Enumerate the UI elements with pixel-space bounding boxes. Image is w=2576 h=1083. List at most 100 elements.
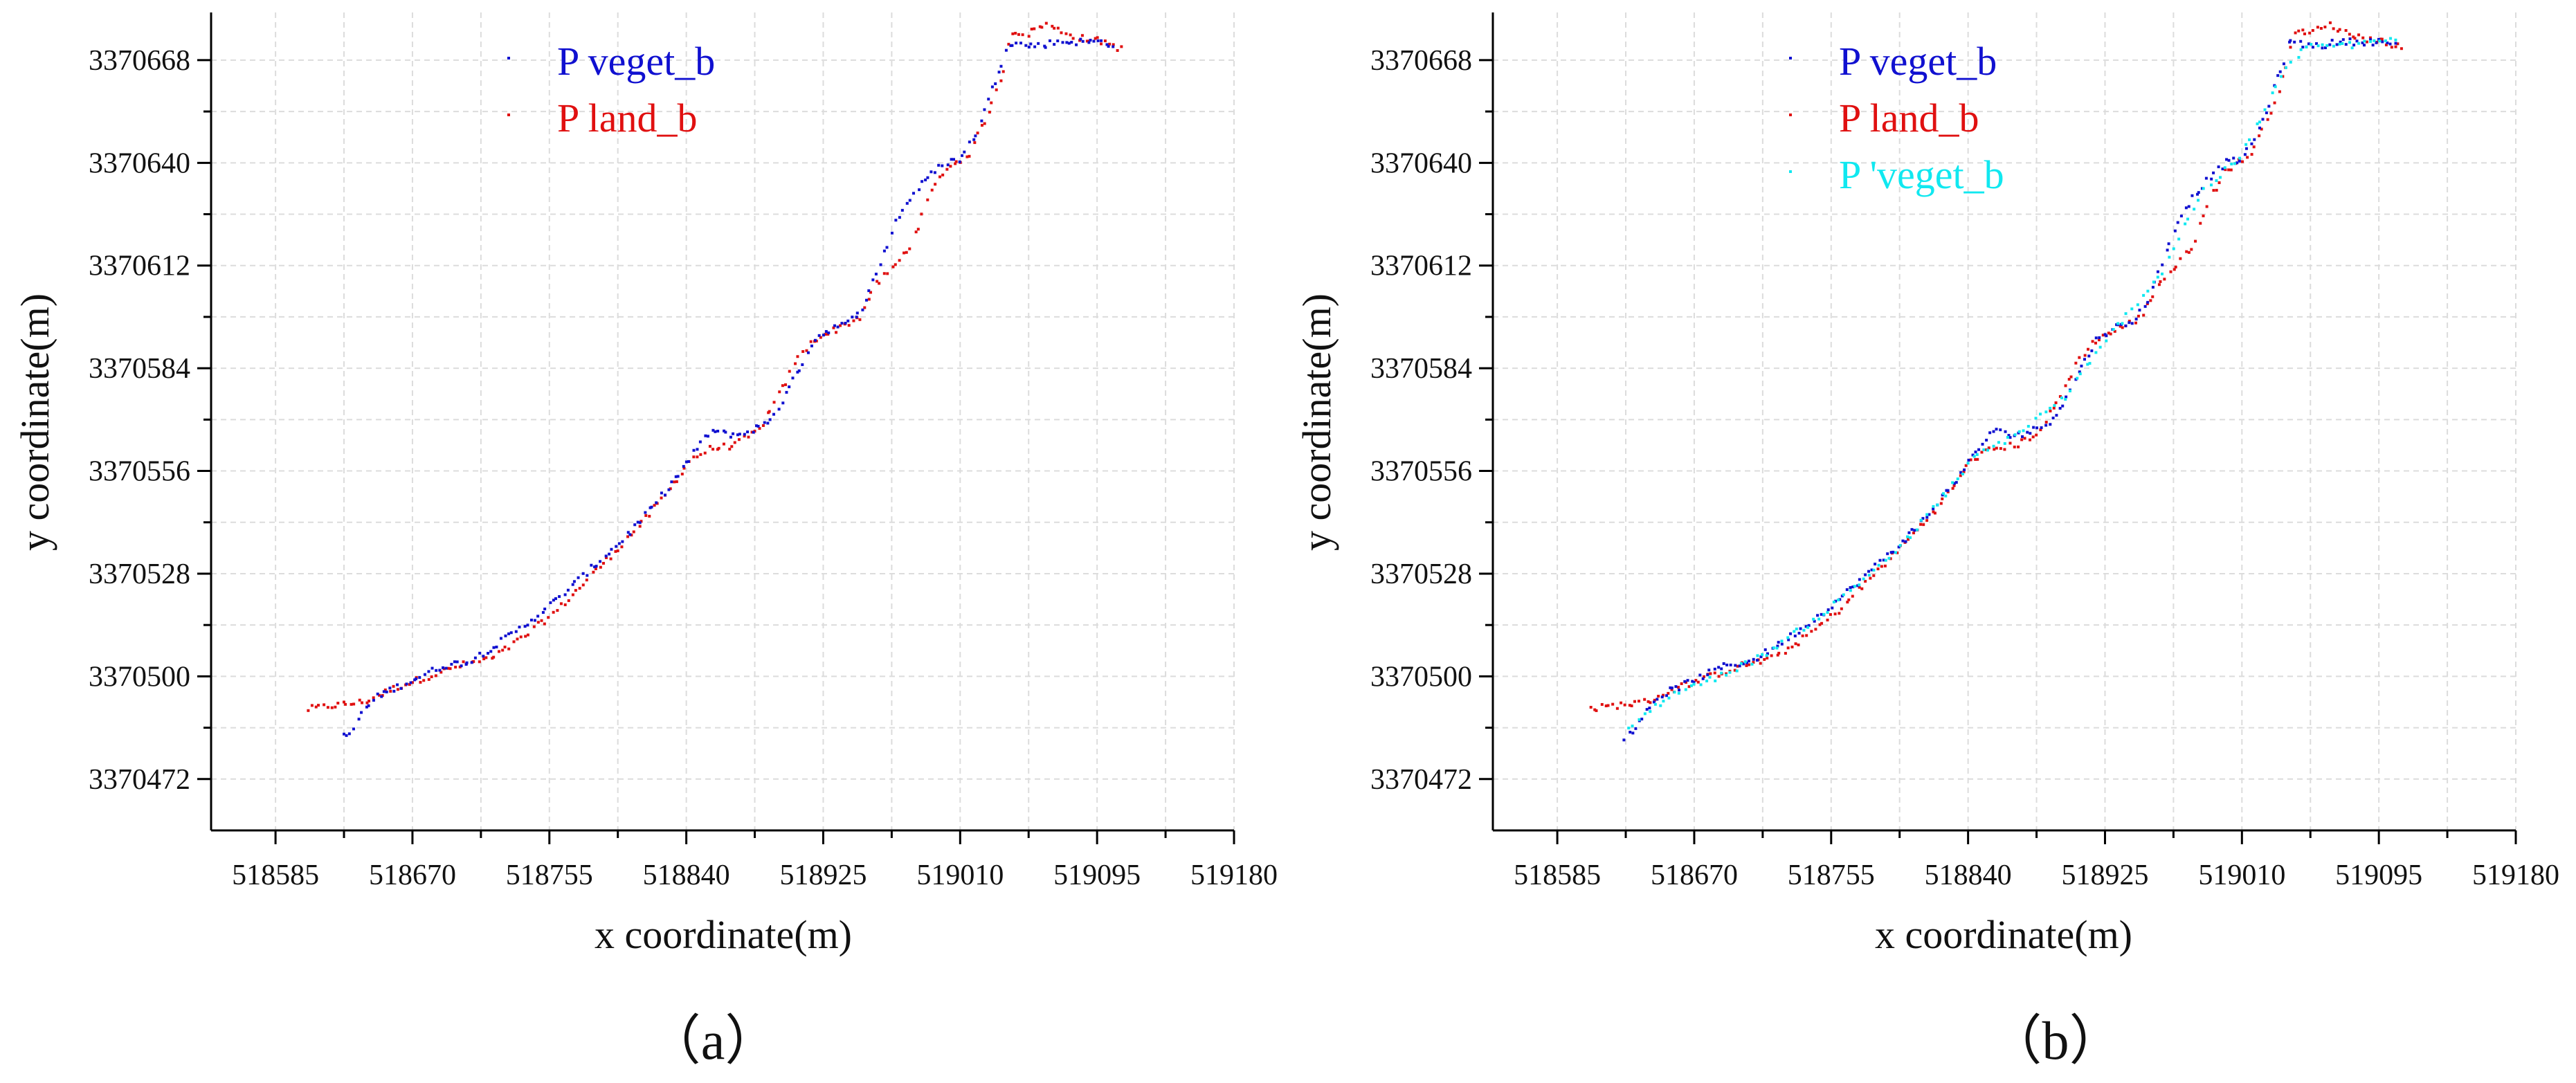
point-veget [855, 311, 859, 315]
panel-a: 518585 518670 518755 518840 518925 519010 5190… [12, 12, 1278, 1071]
point-land [378, 693, 381, 697]
point-land [1649, 701, 1652, 704]
y-tick-label: 3370500 [89, 661, 190, 693]
point-veget [1870, 568, 1874, 572]
point-veget [636, 520, 640, 524]
point-veget_prime [1966, 462, 1970, 465]
point-veget [2307, 42, 2310, 46]
point-land [1805, 634, 1808, 637]
point-land [2224, 168, 2227, 172]
point-land [478, 660, 481, 664]
point-veget [2212, 171, 2215, 174]
point-veget [399, 686, 403, 690]
point-land [2266, 118, 2269, 121]
y-tick-label: 3370612 [89, 251, 190, 282]
point-land [383, 688, 387, 691]
point-land [1748, 663, 1751, 666]
point-veget [1941, 493, 1944, 497]
point-veget [1889, 551, 1893, 554]
point-veget_prime [1982, 448, 1986, 451]
point-land [2064, 384, 2067, 388]
point-veget [1910, 528, 1914, 531]
point-veget [1027, 46, 1031, 49]
point-veget [1669, 686, 1672, 689]
point-land [2390, 46, 2393, 49]
point-veget_prime [2357, 42, 2361, 45]
point-veget_prime [1780, 639, 1784, 643]
point-land [2087, 347, 2090, 351]
point-land [1611, 702, 1615, 706]
point-veget_prime [1806, 626, 1810, 629]
legend-marker [507, 113, 510, 116]
point-veget_prime [1631, 725, 1634, 728]
point-veget [908, 199, 911, 202]
legend-marker [1789, 57, 1792, 60]
point-veget [499, 637, 502, 640]
point-land [869, 291, 873, 294]
point-land [2163, 277, 2166, 281]
point-land [1946, 490, 1950, 493]
point-land [2003, 448, 2006, 451]
point-land [334, 705, 337, 709]
point-land [973, 141, 977, 145]
point-veget [772, 412, 776, 416]
point-veget [1698, 673, 1702, 677]
point-veget [1759, 655, 1763, 659]
point-land [2069, 375, 2073, 379]
point-land [2357, 33, 2361, 37]
point-land [1790, 645, 1794, 648]
point-veget [867, 289, 871, 293]
point-veget [1048, 39, 1051, 42]
point-veget [1756, 659, 1759, 662]
point-veget [1720, 667, 1723, 671]
point-veget [529, 618, 533, 621]
point-land [838, 324, 842, 327]
point-land [1628, 704, 1631, 707]
point-veget_prime [1877, 563, 1880, 567]
point-veget [1652, 700, 1656, 704]
point-land [728, 448, 732, 451]
point-veget [968, 140, 971, 144]
point-land [976, 131, 979, 135]
point-land [632, 530, 635, 534]
point-veget [1087, 41, 1091, 44]
point-land [2365, 40, 2368, 44]
point-land [2121, 326, 2124, 329]
y-tick-label: 3370500 [1370, 661, 1472, 693]
point-veget [924, 179, 927, 182]
point-land [1974, 457, 1977, 461]
point-veget [442, 666, 445, 669]
point-veget_prime [2299, 48, 2303, 51]
point-veget [827, 331, 831, 334]
point-land [778, 390, 781, 394]
x-tick-label: 518755 [506, 859, 593, 891]
point-veget [1807, 624, 1811, 627]
point-veget [2232, 156, 2235, 160]
point-land [1784, 652, 1787, 655]
point-land [1752, 661, 1755, 664]
point-veget [617, 542, 621, 545]
point-land [2169, 270, 2173, 273]
point-land [926, 198, 929, 201]
point-veget [526, 624, 529, 627]
point-veget [2020, 435, 2024, 439]
point-veget [367, 704, 370, 707]
point-land [938, 175, 941, 179]
point-veget [571, 583, 574, 586]
point-veget_prime [1961, 472, 1964, 475]
point-veget_prime [2168, 255, 2171, 259]
point-veget [2128, 321, 2131, 325]
x-axis-title: x coordinate(m) [595, 912, 852, 957]
legend-label: P veget_b [1839, 39, 1997, 84]
point-veget [974, 134, 977, 138]
point-veget [1820, 612, 1823, 616]
point-land [980, 124, 983, 127]
point-veget_prime [1684, 688, 1687, 691]
point-land [653, 504, 656, 507]
point-veget [1974, 451, 1977, 454]
point-veget [1925, 516, 1929, 519]
point-veget [418, 675, 421, 679]
point-veget [1665, 694, 1669, 698]
point-veget [1804, 625, 1808, 628]
point-veget [861, 308, 864, 311]
